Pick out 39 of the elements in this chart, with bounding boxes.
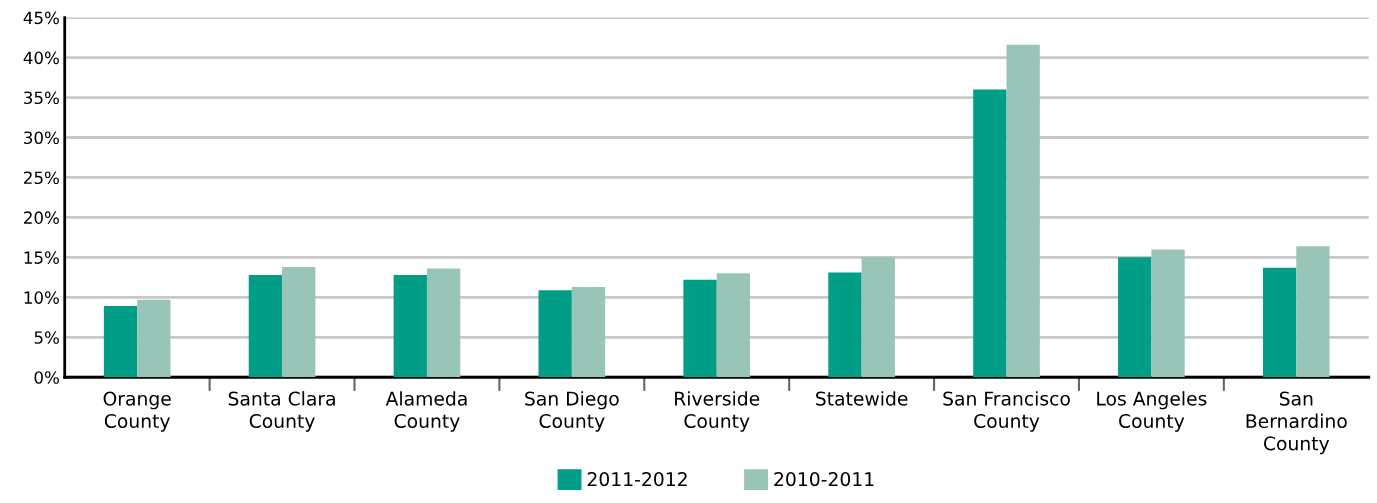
bar — [861, 257, 895, 378]
x-tick-label: Orange County — [103, 391, 171, 432]
y-tick-label: 45% — [23, 11, 59, 25]
bar — [973, 89, 1007, 378]
bar — [1151, 249, 1185, 378]
bar — [103, 306, 138, 378]
bar — [683, 279, 717, 378]
bar — [282, 266, 316, 378]
x-tick-label: Riverside County — [675, 391, 760, 432]
bar — [828, 272, 862, 378]
x-tick-label: Alameda County — [385, 391, 467, 432]
bar — [1296, 246, 1330, 378]
y-tick-label: 40% — [23, 51, 59, 65]
y-tick-label: 15% — [24, 251, 59, 264]
y-tick-label: 30% — [24, 131, 59, 145]
y-tick-label: 0% — [34, 371, 59, 384]
bar — [137, 299, 171, 378]
y-tick-label: 20% — [24, 211, 59, 224]
x-tick-label: Santa Clara County — [228, 391, 335, 432]
x-tick-label: Statewide — [816, 391, 908, 406]
bar — [426, 268, 461, 378]
x-tick-label: San Diego County — [525, 391, 619, 432]
x-tick-label: San Francisco County — [943, 391, 1070, 432]
bar — [1118, 257, 1152, 378]
y-tick-label: 35% — [24, 91, 59, 105]
legend-label: 2011-2012 — [587, 472, 687, 487]
y-tick-label: 10% — [24, 291, 59, 304]
bar — [716, 273, 751, 378]
bar — [538, 290, 572, 378]
bar — [393, 274, 427, 378]
bar — [248, 274, 283, 378]
y-tick-label: 5% — [34, 331, 59, 344]
x-tick-label: San Bernardino County — [1246, 391, 1347, 455]
x-tick-label: Los Angeles County — [1097, 391, 1207, 432]
bar — [1006, 44, 1040, 378]
bar — [571, 286, 606, 378]
bar — [1262, 267, 1297, 378]
legend-label: 2010-2011 — [774, 472, 874, 487]
y-tick-label: 25% — [24, 171, 59, 185]
